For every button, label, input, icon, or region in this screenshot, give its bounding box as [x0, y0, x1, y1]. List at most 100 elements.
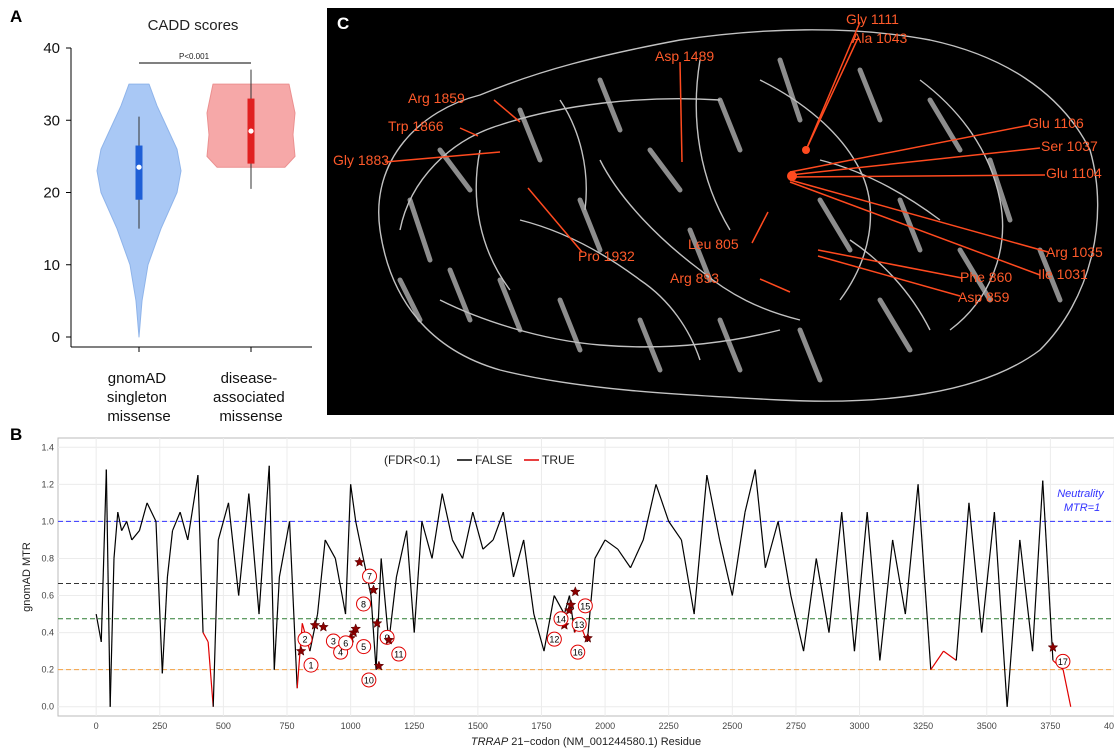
violin-chart-title: CADD scores	[148, 17, 239, 34]
variant-number: 8	[361, 599, 366, 609]
mtr-line-segment	[594, 539, 606, 559]
residue-label: Trp 1866	[388, 118, 444, 134]
mtr-line-segment	[248, 493, 260, 615]
violin-category-label: gnomAD singleton missense	[107, 370, 171, 425]
violin-category-line: missense	[107, 408, 170, 425]
violin-category-line: missense	[219, 408, 282, 425]
mtr-line-segment	[406, 530, 415, 633]
residue-label: Arg 1859	[408, 90, 465, 106]
variant-star	[309, 619, 321, 630]
mtr-line-segment	[207, 641, 214, 707]
mtr-line-segment	[655, 484, 670, 522]
variant-number: 16	[573, 648, 583, 658]
mtr-line-segment	[138, 502, 148, 531]
mtr-line-segment	[968, 502, 983, 633]
mtr-x-tick-label: 1500	[468, 721, 488, 731]
variant-number: 1	[308, 661, 313, 671]
mtr-line-segment	[693, 475, 708, 615]
mtr-y-tick-label: 0.0	[41, 702, 54, 712]
violin-y-tick-label: 10	[43, 257, 60, 274]
mtr-line-segment	[309, 613, 319, 652]
mtr-line-segment	[866, 512, 881, 661]
mtr-line-segment	[375, 558, 382, 670]
violin-y-tick-label: 0	[52, 329, 60, 346]
mtr-line-segment	[892, 539, 906, 615]
mtr-y-tick-label: 0.2	[41, 665, 54, 675]
variant-number: 3	[331, 637, 336, 647]
significance-label: P<0.001	[179, 52, 210, 61]
mtr-line-segment	[680, 539, 695, 615]
residue-pointer-lines	[384, 21, 1049, 297]
variant-star	[371, 617, 383, 628]
mtr-line-segment	[100, 469, 107, 642]
mtr-x-tick-label: 2500	[722, 721, 742, 731]
panel-c-letter: C	[337, 14, 349, 33]
mtr-line-segment	[563, 595, 571, 615]
mtr-line-segment	[350, 484, 357, 522]
mtr-x-tick-label: 1750	[531, 721, 551, 731]
mtr-line-segment	[553, 595, 565, 615]
legend-item-true: TRUE	[542, 453, 575, 467]
mtr-line-segment	[431, 493, 443, 559]
mtr-y-tick-label: 1.0	[41, 516, 54, 526]
variant-number-badge	[391, 646, 407, 662]
violin-y-tick-label: 30	[43, 112, 60, 129]
mtr-line-segment	[355, 521, 364, 559]
mtr-line-segment	[482, 539, 494, 550]
panel-c: C Gly 1111 Ala 1043 Asp 1489 Arg 1859 Trp 18…	[327, 8, 1114, 415]
mtr-x-tick-label: 2250	[659, 721, 679, 731]
violin-category-line: singleton	[107, 389, 167, 406]
mtr-line-segment	[121, 521, 128, 531]
variant-number-badge	[356, 596, 372, 612]
mtr-line-segment	[316, 539, 326, 615]
violin-box	[135, 145, 143, 200]
variant-number-badge	[362, 568, 378, 584]
variant-number: 2	[302, 635, 307, 645]
mtr-line-segment	[451, 539, 464, 559]
residue-label: Glu 1106	[1028, 115, 1084, 131]
mtr-line-segment	[268, 465, 275, 670]
mtr-x-tick-label: 2750	[786, 721, 806, 731]
panel-b-letter: B	[10, 425, 22, 444]
residue-label: Glu 1104	[1046, 165, 1102, 181]
variant-number-badge	[546, 631, 562, 647]
mtr-line-segment	[217, 502, 230, 541]
mtr-line-segment	[179, 511, 189, 541]
mtr-line-segment	[586, 558, 596, 642]
mtr-line-segment	[161, 576, 169, 674]
mtr-line-segment	[917, 484, 932, 670]
variant-number-badge	[1055, 653, 1071, 669]
mtr-line-segment	[370, 595, 377, 670]
mtr-line-segment	[617, 548, 632, 569]
residue-label: Ile 1031	[1038, 266, 1088, 282]
mtr-line-segment	[828, 512, 843, 633]
mtr-line-segment	[604, 539, 619, 550]
mtr-line-segment	[930, 650, 945, 671]
mtr-x-tick-label: 3750	[1040, 721, 1060, 731]
violin-category-label: disease- associated missense	[213, 370, 289, 425]
mtr-line-segment	[197, 475, 204, 633]
mtr-y-axis-label: gnomAD MTR	[21, 542, 33, 612]
variant-number: 13	[574, 620, 584, 630]
mtr-legend: (FDR<0.1) FALSE TRUE	[384, 453, 575, 467]
mtr-x-axis-label: TRRAP 21−codon (NM_001244580.1) Residue	[471, 736, 701, 748]
mtr-line-segment	[421, 521, 433, 559]
mtr-line-segment	[1006, 539, 1021, 707]
mtr-line-segment	[1019, 539, 1034, 652]
mtr-line-segment	[764, 521, 779, 568]
mtr-series	[95, 465, 1072, 707]
mtr-line-segment	[258, 465, 270, 615]
mtr-line-segment	[629, 539, 644, 568]
violin-category-line: gnomAD	[108, 370, 167, 387]
mtr-line-segment	[802, 558, 817, 652]
mtr-line-segment	[117, 512, 123, 531]
residue-highlight	[787, 171, 797, 181]
mtr-line-segment	[642, 484, 657, 541]
mtr-x-tick-label: 3500	[977, 721, 997, 731]
variant-number-badge	[571, 616, 587, 632]
variant-number: 11	[394, 650, 403, 660]
mtr-line-segment	[523, 539, 535, 615]
variant-number: 7	[367, 572, 372, 582]
residue-label: Arg 893	[670, 270, 719, 286]
